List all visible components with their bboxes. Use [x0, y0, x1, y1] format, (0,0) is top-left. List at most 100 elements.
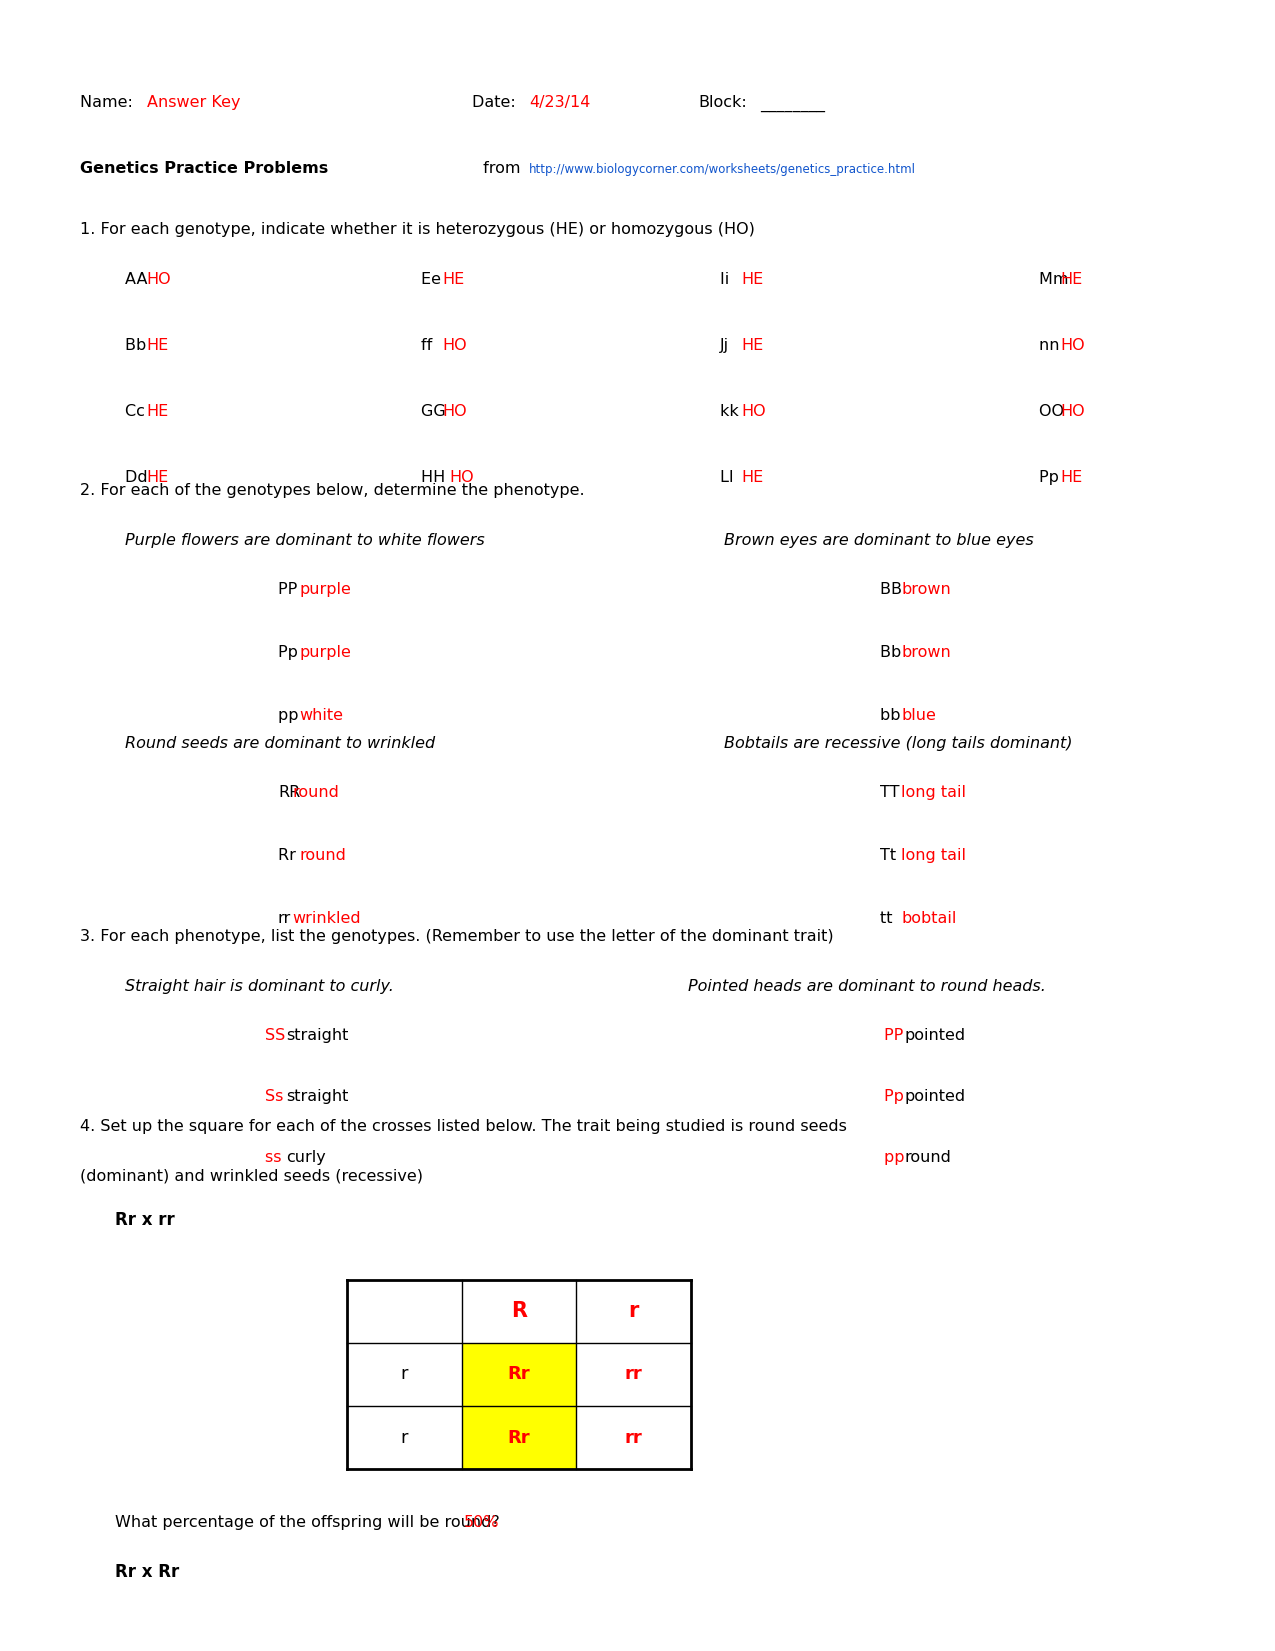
Bar: [462, 1407, 576, 1469]
Text: BB: BB: [880, 583, 907, 598]
Text: Ee: Ee: [421, 272, 446, 287]
Text: curly: curly: [287, 1151, 326, 1166]
Text: Straight hair is dominant to curly.: Straight hair is dominant to curly.: [125, 979, 394, 994]
Text: bobtail: bobtail: [901, 911, 956, 926]
Text: Rr x rr: Rr x rr: [115, 1212, 175, 1228]
Text: 2. For each of the genotypes below, determine the phenotype.: 2. For each of the genotypes below, dete…: [80, 484, 585, 499]
Text: Block:: Block:: [699, 96, 747, 111]
Text: from: from: [478, 162, 525, 177]
Text: HO: HO: [147, 272, 171, 287]
Text: Genetics Practice Problems: Genetics Practice Problems: [80, 162, 329, 177]
Text: R: R: [511, 1301, 527, 1321]
Text: Purple flowers are dominant to white flowers: Purple flowers are dominant to white flo…: [125, 533, 484, 548]
Text: Cc: Cc: [125, 404, 150, 419]
Text: bb: bb: [880, 708, 905, 723]
Text: What percentage of the offspring will be round?: What percentage of the offspring will be…: [115, 1516, 510, 1530]
Text: white: white: [300, 708, 343, 723]
Text: Name:: Name:: [80, 96, 138, 111]
Text: round: round: [300, 849, 347, 863]
Text: blue: blue: [901, 708, 936, 723]
Text: PP: PP: [278, 583, 302, 598]
Text: HO: HO: [449, 471, 474, 485]
Text: purple: purple: [300, 646, 351, 660]
Text: HO: HO: [1061, 338, 1085, 353]
Text: Rr: Rr: [507, 1365, 530, 1384]
Text: HE: HE: [147, 471, 168, 485]
Text: straight: straight: [287, 1090, 349, 1105]
Text: round: round: [292, 786, 339, 801]
Text: 4. Set up the square for each of the crosses listed below. The trait being studi: 4. Set up the square for each of the cro…: [80, 1119, 847, 1134]
Text: brown: brown: [901, 583, 951, 598]
Text: Brown eyes are dominant to blue eyes: Brown eyes are dominant to blue eyes: [724, 533, 1034, 548]
Text: GG: GG: [421, 404, 450, 419]
Text: HO: HO: [1061, 404, 1085, 419]
Text: RR: RR: [278, 786, 300, 801]
Text: Bb: Bb: [125, 338, 152, 353]
Text: pointed: pointed: [905, 1090, 966, 1105]
Text: OO: OO: [1039, 404, 1070, 419]
Text: 3. For each phenotype, list the genotypes. (Remember to use the letter of the do: 3. For each phenotype, list the genotype…: [80, 930, 834, 944]
Text: pp: pp: [278, 708, 303, 723]
Text: wrinkled: wrinkled: [292, 911, 361, 926]
Text: HE: HE: [1061, 272, 1082, 287]
Text: long tail: long tail: [901, 849, 966, 863]
Text: HO: HO: [442, 338, 467, 353]
Text: Pp: Pp: [278, 646, 303, 660]
Text: pointed: pointed: [905, 1029, 966, 1043]
Text: pp: pp: [884, 1151, 909, 1166]
Text: HH: HH: [421, 471, 455, 485]
Text: HO: HO: [442, 404, 467, 419]
Text: HE: HE: [147, 338, 168, 353]
Text: ________: ________: [760, 96, 825, 112]
Text: Dd: Dd: [125, 471, 153, 485]
Text: long tail: long tail: [901, 786, 966, 801]
Text: purple: purple: [300, 583, 351, 598]
Text: HE: HE: [742, 272, 764, 287]
Text: Rr: Rr: [278, 849, 301, 863]
Text: Mm: Mm: [1039, 272, 1074, 287]
Text: Bobtails are recessive (long tails dominant): Bobtails are recessive (long tails domin…: [724, 736, 1072, 751]
Text: Ss: Ss: [265, 1090, 288, 1105]
Text: http://www.biologycorner.com/worksheets/genetics_practice.html: http://www.biologycorner.com/worksheets/…: [529, 163, 917, 177]
Text: r: r: [629, 1301, 639, 1321]
Text: HE: HE: [442, 272, 464, 287]
Text: SS: SS: [265, 1029, 291, 1043]
Text: Ii: Ii: [720, 272, 734, 287]
Bar: [462, 1342, 576, 1407]
Text: nn: nn: [1039, 338, 1065, 353]
Text: Pp: Pp: [884, 1090, 909, 1105]
Text: round: round: [905, 1151, 952, 1166]
Text: HO: HO: [742, 404, 766, 419]
Text: rr: rr: [625, 1365, 643, 1384]
Text: Date:: Date:: [472, 96, 520, 111]
Text: Bb: Bb: [880, 646, 907, 660]
Text: PP: PP: [884, 1029, 908, 1043]
Text: Answer Key: Answer Key: [147, 96, 240, 111]
Text: LI: LI: [720, 471, 739, 485]
Text: rr: rr: [625, 1428, 643, 1446]
Text: AA: AA: [125, 272, 153, 287]
Text: r: r: [400, 1428, 408, 1446]
Text: ss: ss: [265, 1151, 287, 1166]
Text: Jj: Jj: [720, 338, 734, 353]
Text: TT: TT: [880, 786, 904, 801]
Text: HE: HE: [742, 338, 764, 353]
Text: straight: straight: [287, 1029, 349, 1043]
Text: brown: brown: [901, 646, 951, 660]
Text: 4/23/14: 4/23/14: [529, 96, 590, 111]
Text: Rr x Rr: Rr x Rr: [115, 1563, 179, 1580]
Text: kk: kk: [720, 404, 745, 419]
Text: Pp: Pp: [1039, 471, 1065, 485]
Text: (dominant) and wrinkled seeds (recessive): (dominant) and wrinkled seeds (recessive…: [80, 1169, 423, 1184]
Text: Rr: Rr: [507, 1428, 530, 1446]
Text: Round seeds are dominant to wrinkled: Round seeds are dominant to wrinkled: [125, 736, 435, 751]
Text: HE: HE: [1061, 471, 1082, 485]
Text: HE: HE: [742, 471, 764, 485]
Text: ff: ff: [421, 338, 437, 353]
Text: r: r: [400, 1365, 408, 1384]
Text: HE: HE: [147, 404, 168, 419]
Text: 1. For each genotype, indicate whether it is heterozygous (HE) or homozygous (HO: 1. For each genotype, indicate whether i…: [80, 223, 755, 238]
Text: tt: tt: [880, 911, 898, 926]
Text: rr: rr: [278, 911, 291, 926]
Text: Tt: Tt: [880, 849, 901, 863]
